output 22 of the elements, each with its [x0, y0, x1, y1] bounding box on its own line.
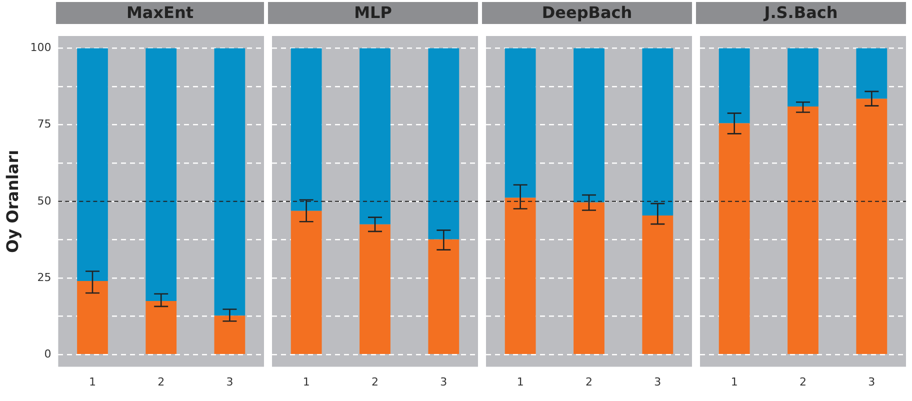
y-tick-label: 0	[44, 347, 52, 360]
y-tick-label: 25	[37, 270, 52, 284]
y-tick-label: 50	[37, 194, 52, 208]
x-tick-label: 1	[302, 375, 310, 388]
chart-title: MaxEnt	[56, 2, 264, 24]
chart-title: J.S.Bach	[696, 2, 906, 24]
x-tick-label: 3	[868, 375, 876, 388]
x-tick-label: 3	[654, 375, 662, 388]
x-tick-label: 3	[226, 375, 234, 388]
chart-title: DeepBach	[482, 2, 692, 24]
x-tick-label: 2	[586, 375, 592, 388]
x-tick-label: 1	[88, 375, 96, 388]
x-tick-label: 3	[440, 375, 448, 388]
x-tick-label: 1	[730, 375, 738, 388]
y-tick-label: 75	[37, 118, 52, 131]
x-tick-label: 2	[158, 375, 165, 388]
y-tick-label: 100	[30, 41, 52, 54]
x-tick-label: 2	[372, 375, 378, 388]
y-axis-title: Oy Oranları	[2, 150, 22, 253]
x-tick-label: 2	[800, 375, 806, 388]
x-tick-label: 1	[516, 375, 524, 388]
chart-title: MLP	[268, 2, 478, 24]
